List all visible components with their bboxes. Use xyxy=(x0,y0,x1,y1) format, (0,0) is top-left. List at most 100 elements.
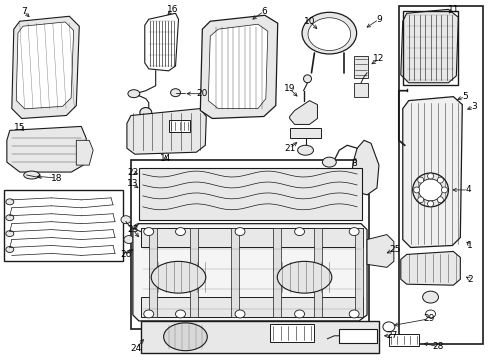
Polygon shape xyxy=(127,109,206,154)
Bar xyxy=(398,6,482,344)
Text: 8: 8 xyxy=(350,159,356,168)
Ellipse shape xyxy=(427,173,433,179)
Ellipse shape xyxy=(348,228,358,235)
Polygon shape xyxy=(200,15,277,118)
Bar xyxy=(354,228,362,317)
Polygon shape xyxy=(133,224,366,321)
Ellipse shape xyxy=(417,177,423,183)
Ellipse shape xyxy=(141,240,150,248)
Text: 14: 14 xyxy=(160,154,171,163)
Text: 27: 27 xyxy=(386,331,397,340)
Bar xyxy=(353,56,367,78)
Bar xyxy=(272,228,280,317)
Ellipse shape xyxy=(425,310,435,318)
Text: 2: 2 xyxy=(467,275,472,284)
Text: 13: 13 xyxy=(127,180,138,189)
Text: 21: 21 xyxy=(284,144,295,153)
Text: 23: 23 xyxy=(127,225,138,234)
Ellipse shape xyxy=(151,261,205,293)
Polygon shape xyxy=(76,140,93,165)
Ellipse shape xyxy=(307,18,350,50)
Polygon shape xyxy=(400,251,459,285)
Polygon shape xyxy=(400,9,457,83)
Ellipse shape xyxy=(294,310,304,318)
Ellipse shape xyxy=(441,187,447,193)
Ellipse shape xyxy=(175,228,185,235)
Ellipse shape xyxy=(6,215,14,221)
Ellipse shape xyxy=(303,75,311,83)
Bar xyxy=(141,297,362,317)
Bar xyxy=(168,121,190,132)
Text: 4: 4 xyxy=(465,185,470,194)
Text: 16: 16 xyxy=(166,5,178,14)
Ellipse shape xyxy=(175,310,185,318)
Bar xyxy=(388,334,418,346)
Ellipse shape xyxy=(6,247,14,252)
Text: 11: 11 xyxy=(447,5,458,14)
Bar xyxy=(269,324,314,342)
Text: 24: 24 xyxy=(130,344,141,353)
Bar xyxy=(402,11,457,85)
Polygon shape xyxy=(7,126,86,172)
Bar xyxy=(289,129,321,138)
Ellipse shape xyxy=(143,228,153,235)
Ellipse shape xyxy=(170,89,180,96)
Bar xyxy=(4,190,122,261)
Polygon shape xyxy=(402,96,461,247)
Text: 7: 7 xyxy=(21,7,26,16)
Text: 9: 9 xyxy=(375,15,381,24)
Polygon shape xyxy=(16,22,74,109)
Ellipse shape xyxy=(413,187,419,193)
Text: 25: 25 xyxy=(388,245,400,254)
Ellipse shape xyxy=(235,228,244,235)
Ellipse shape xyxy=(235,310,244,318)
Polygon shape xyxy=(144,13,178,71)
Polygon shape xyxy=(208,24,267,109)
Ellipse shape xyxy=(140,108,151,117)
Ellipse shape xyxy=(322,157,336,167)
Text: 10: 10 xyxy=(303,17,315,26)
Ellipse shape xyxy=(163,323,207,351)
Ellipse shape xyxy=(6,199,14,205)
Text: 15: 15 xyxy=(14,123,25,132)
Bar xyxy=(353,83,367,96)
Bar xyxy=(139,168,361,220)
Ellipse shape xyxy=(427,201,433,207)
Text: 18: 18 xyxy=(51,174,62,183)
Polygon shape xyxy=(12,16,79,118)
Text: 5: 5 xyxy=(462,92,467,101)
Polygon shape xyxy=(350,140,378,195)
Polygon shape xyxy=(366,235,393,267)
Ellipse shape xyxy=(6,231,14,237)
Bar xyxy=(339,329,376,343)
Ellipse shape xyxy=(382,322,394,332)
Text: 26: 26 xyxy=(120,250,131,259)
Ellipse shape xyxy=(121,216,131,224)
Bar xyxy=(231,228,239,317)
Ellipse shape xyxy=(302,12,356,54)
Ellipse shape xyxy=(134,224,143,231)
Ellipse shape xyxy=(277,261,331,293)
Ellipse shape xyxy=(150,231,161,239)
Bar xyxy=(131,160,368,329)
Text: 28: 28 xyxy=(432,342,443,351)
Text: 1: 1 xyxy=(467,241,472,250)
Text: 22: 22 xyxy=(127,167,138,176)
Ellipse shape xyxy=(128,90,140,98)
Text: 3: 3 xyxy=(470,102,476,111)
Ellipse shape xyxy=(24,171,40,179)
Text: 6: 6 xyxy=(261,7,266,16)
Bar xyxy=(313,228,321,317)
Text: 19: 19 xyxy=(284,84,295,93)
Bar xyxy=(141,228,362,247)
Ellipse shape xyxy=(436,197,443,203)
Polygon shape xyxy=(289,100,317,125)
Ellipse shape xyxy=(418,179,442,201)
Text: 29: 29 xyxy=(422,314,433,323)
Ellipse shape xyxy=(297,145,313,155)
Ellipse shape xyxy=(348,310,358,318)
Ellipse shape xyxy=(412,173,447,207)
Ellipse shape xyxy=(422,291,438,303)
Ellipse shape xyxy=(123,235,134,243)
Bar xyxy=(141,321,378,353)
